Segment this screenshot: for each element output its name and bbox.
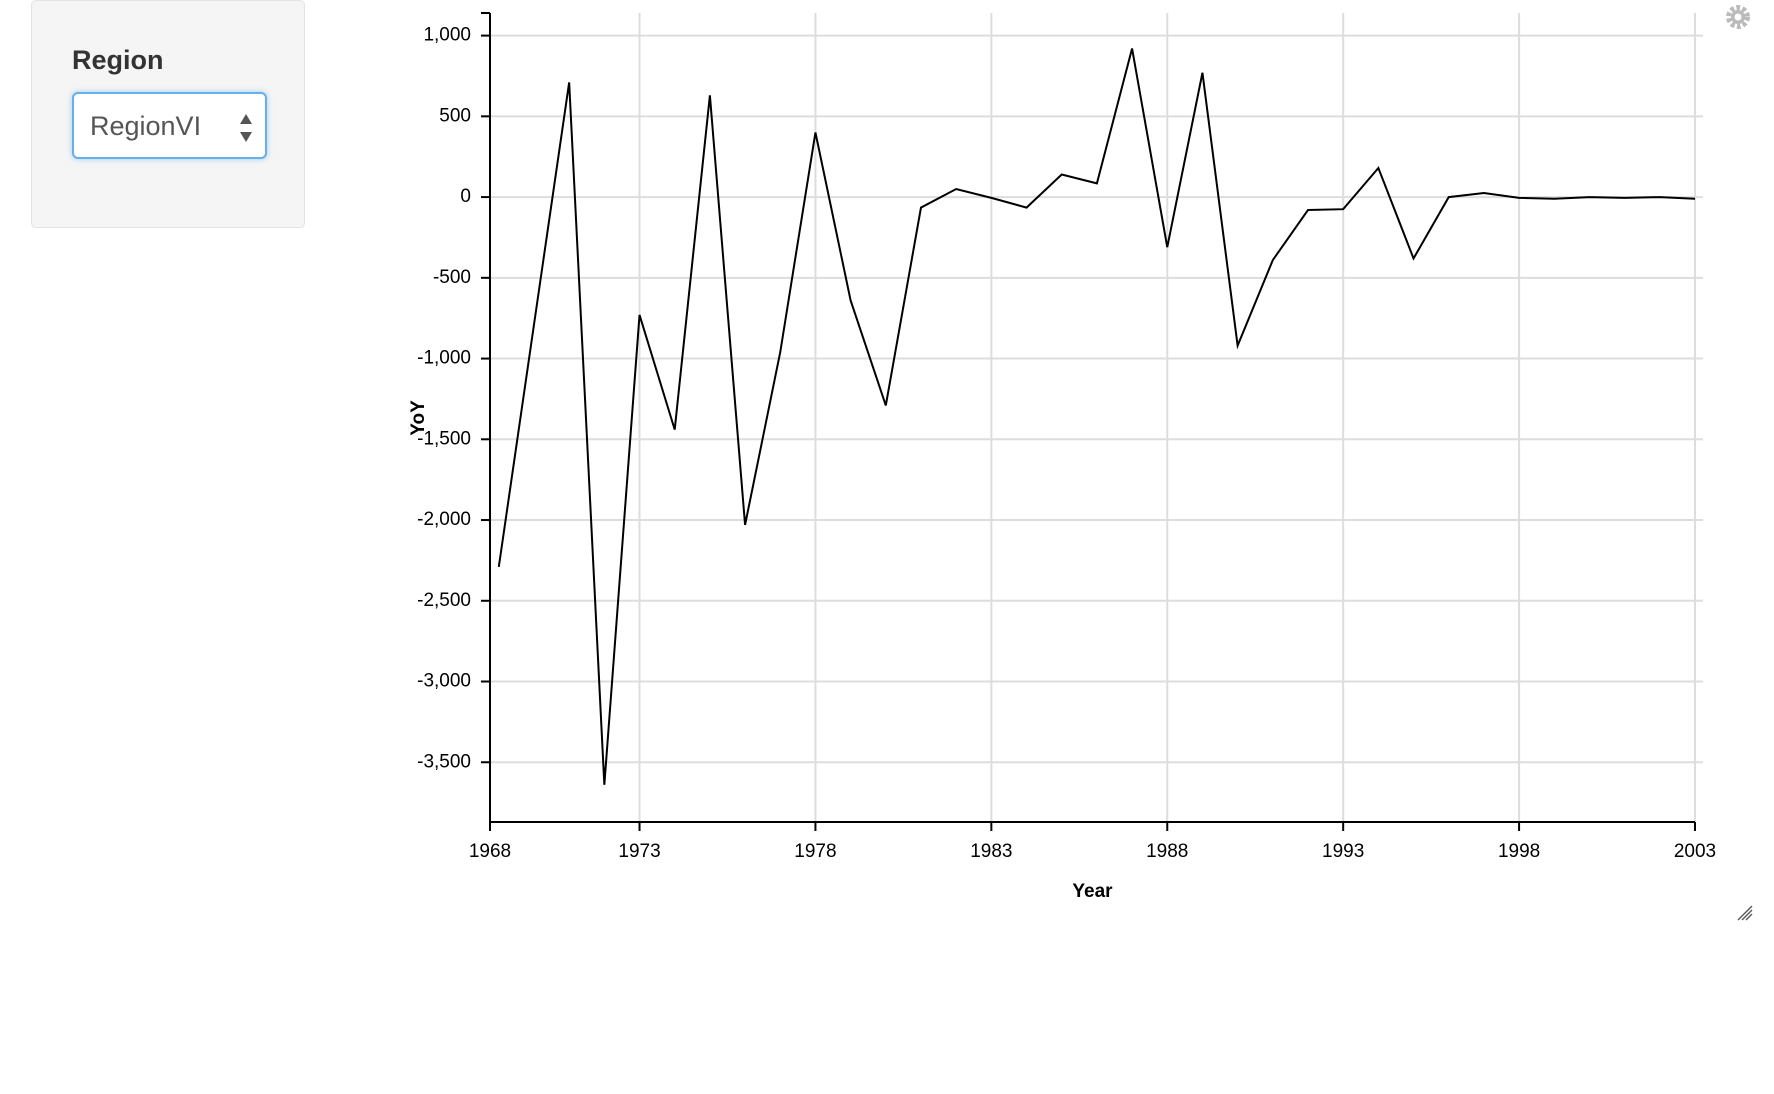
- select-value: RegionVI: [90, 111, 202, 141]
- y-axis-title: YoY: [408, 400, 429, 436]
- x-tick-label: 2003: [1674, 841, 1716, 862]
- region-select[interactable]: RegionVI: [72, 92, 267, 159]
- y-tick-label: 500: [439, 105, 471, 126]
- y-tick-label: -1,000: [417, 348, 471, 369]
- y-tick-label: -3,500: [417, 751, 471, 772]
- y-tick-label: -2,000: [417, 509, 471, 530]
- x-tick-label: 1983: [970, 841, 1012, 862]
- x-tick-label: 1998: [1498, 841, 1540, 862]
- x-tick-label: 1968: [469, 841, 511, 862]
- sidebar-panel: Region RegionVI: [31, 0, 305, 228]
- x-tick-label: 1993: [1322, 841, 1364, 862]
- resize-handle[interactable]: [1737, 905, 1753, 921]
- gear-icon[interactable]: [1726, 5, 1750, 29]
- y-tick-label: 1,000: [423, 25, 471, 46]
- y-tick-label: -500: [433, 267, 471, 288]
- y-tick-label: -1,500: [417, 428, 471, 449]
- y-tick-label: -3,000: [417, 671, 471, 692]
- x-tick-label: 1988: [1146, 841, 1188, 862]
- x-tick-label: 1978: [794, 841, 836, 862]
- y-tick-label: -2,500: [417, 590, 471, 611]
- data-line: [497, 48, 1696, 785]
- x-tick-label: 1973: [618, 841, 660, 862]
- region-label: Region: [72, 45, 164, 75]
- select-arrows: [240, 114, 252, 142]
- y-tick-label: 0: [460, 186, 471, 207]
- x-axis-title: Year: [1072, 881, 1113, 902]
